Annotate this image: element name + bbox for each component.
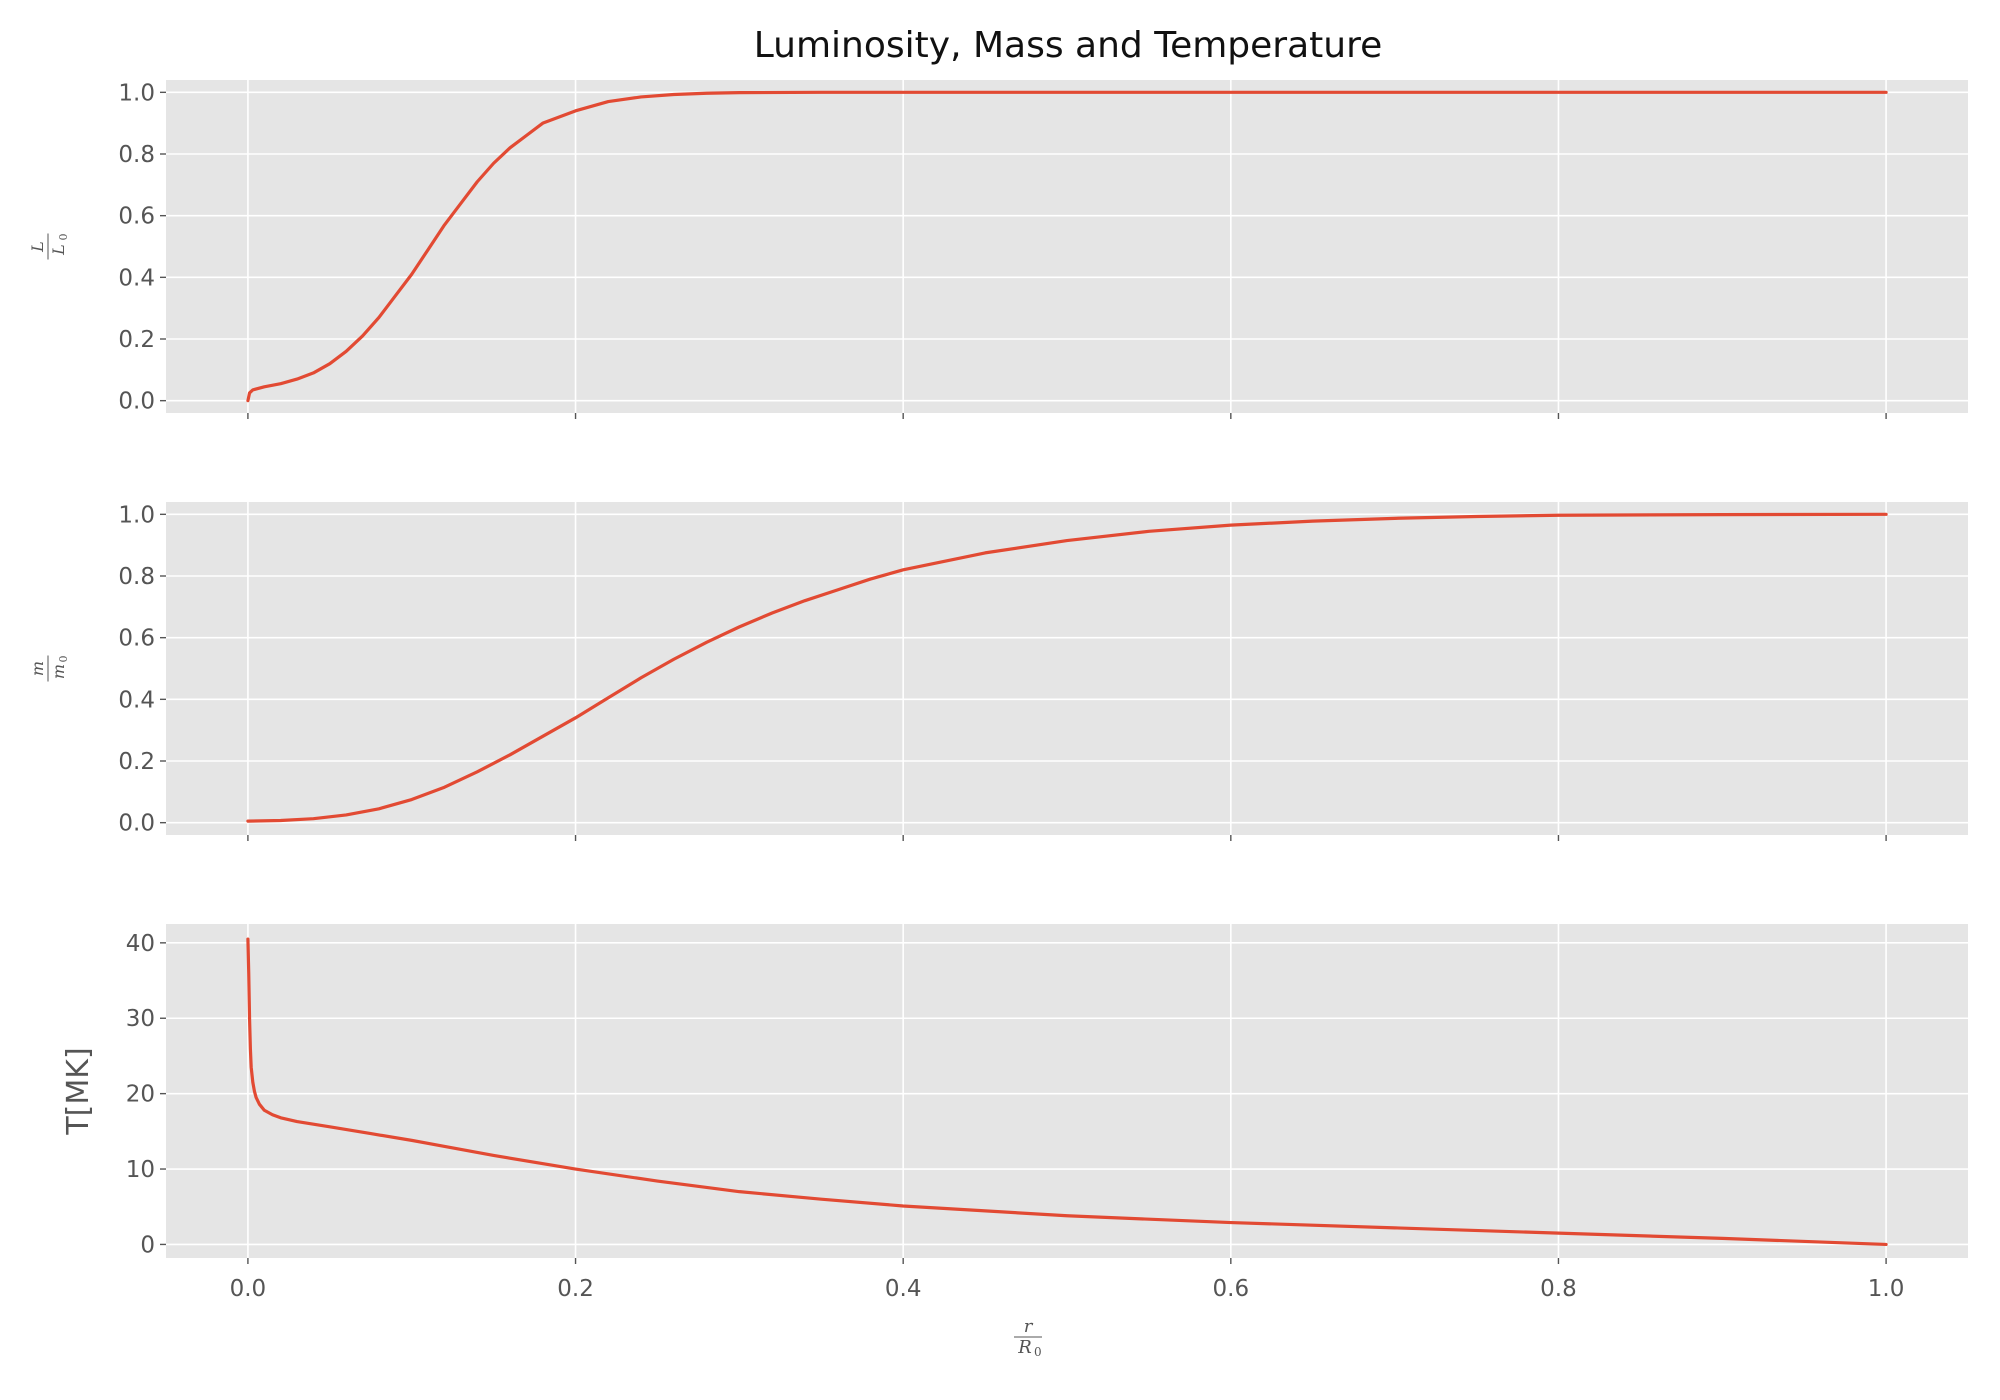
x-tick-label: 1.0 [1868,1276,1905,1302]
y-tick-label: 10 [126,1157,155,1183]
x-axis-label: rR 0 [1014,1316,1042,1359]
x-tick-label: 0.6 [1213,1276,1250,1302]
y-tick-label: 0.8 [118,564,155,590]
y-axis-label-fraction-numerator: m [28,661,47,676]
y-axis-label-fraction-numerator: L [28,241,47,253]
y-axis-label: T[MK] [61,1047,96,1135]
panel-2: 0.00.20.40.60.81.0m m0 [28,502,1968,841]
plot-background [166,80,1968,413]
y-tick-label: 0.2 [118,327,155,353]
panels: 0.0 0.2 0.4 0.6 0.8 1.0 L L 0 0.0 0.2 0.4 0.6 0.8 1.0 m… [28,80,1968,1359]
y-tick-label: 0.8 [118,142,155,168]
y-axis-label-fraction-subscript: 0 [57,656,70,663]
y-tick-label: 0.6 [118,626,155,652]
y-axis-label-fraction-denominator: m [49,664,68,679]
y-axis-label: L L 0 [28,233,70,260]
x-tick-label: 0.2 [557,1276,594,1302]
x-axis-label-subscript: 0 [1034,1345,1042,1359]
y-tick-label: 0 [140,1232,155,1258]
x-axis-label-denominator: R [1017,1337,1032,1358]
y-tick-label: 0.4 [118,687,155,713]
y-axis-label-fraction-subscript: 0 [57,234,70,241]
y-axis-label-fraction-denominator: L [49,244,68,256]
y-tick-label: 40 [126,931,155,957]
x-tick-label: 0.4 [885,1276,922,1302]
panel-1: 0.0 0.2 0.4 0.6 0.8 1.0 L L 0 [28,80,1968,419]
y-axis-label-fraction: m m0 [28,655,70,682]
series-line [246,90,1888,403]
y-tick-label: 1.0 [118,502,155,528]
y-tick-label: 0.6 [118,204,155,230]
x-axis-label-numerator: r [1024,1316,1034,1337]
y-tick-label: 20 [126,1082,155,1108]
series-line [246,937,1888,1247]
y-tick-label: 30 [126,1006,155,1032]
y-axis-label-fraction: L L 0 [28,233,70,260]
x-tick-label: 0.8 [1540,1276,1577,1302]
y-axis-label: m m0 [28,655,70,682]
y-tick-label: 0.2 [118,749,155,775]
panel-3: 0 10 20 30 40 0.0 0.2 0.4 0.6 0.8 1.0 T[MK] [61,924,1968,1302]
x-tick-label: 0.0 [230,1276,267,1302]
y-tick-label: 0.4 [118,265,155,291]
y-tick-label: 0.0 [118,389,155,415]
y-tick-label: 1.0 [118,80,155,106]
y-tick-label: 0.0 [118,811,155,837]
chart-title: Luminosity, Mass and Temperature [754,25,1383,66]
series-line [246,512,1888,823]
plot-background [166,924,1968,1258]
plot-background [166,502,1968,835]
